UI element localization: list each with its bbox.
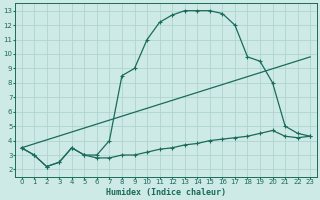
X-axis label: Humidex (Indice chaleur): Humidex (Indice chaleur) (106, 188, 226, 197)
